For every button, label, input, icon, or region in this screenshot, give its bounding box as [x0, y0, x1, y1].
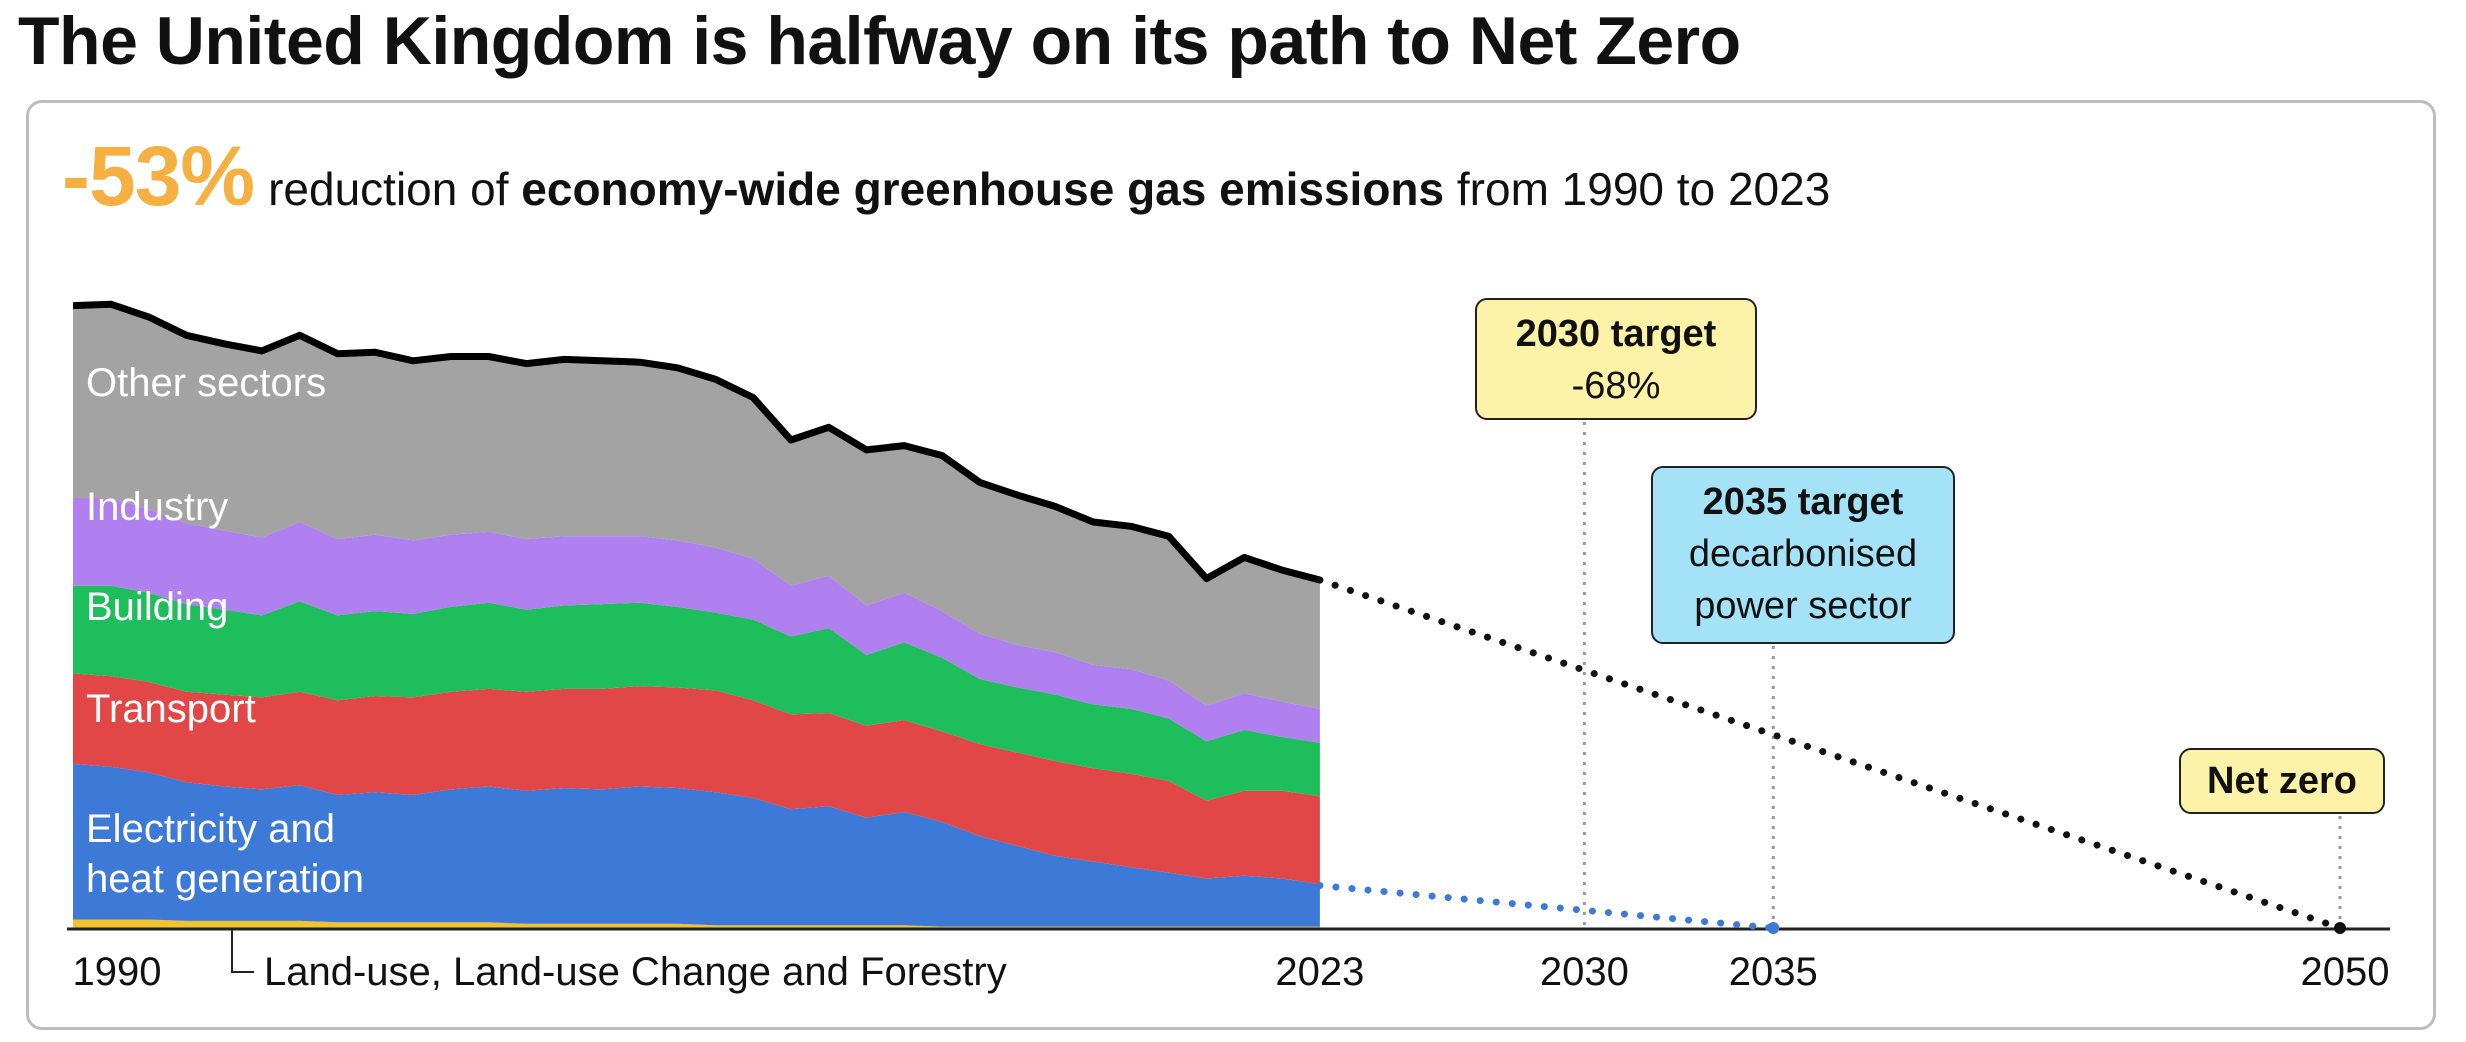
area-building: [73, 585, 1320, 801]
label-electricity-line2: heat generation: [86, 857, 364, 901]
headline-text-after: from 1990 to 2023: [1456, 163, 1831, 215]
total-emissions-line: [72, 300, 1321, 584]
area-electricity: [73, 763, 1320, 927]
headline-text-before: reduction of: [268, 163, 509, 215]
label-electricity-line1: Electricity and: [86, 807, 335, 851]
label-transport: Transport: [86, 687, 256, 731]
net-zero-path: [1316, 576, 2344, 932]
x-tick-2030: 2030: [1540, 950, 1629, 994]
lulucf-leader-line: [231, 928, 254, 973]
x-tick-2035: 2035: [1729, 950, 1818, 994]
area-layer: [73, 304, 1320, 928]
area-transport: [73, 673, 1320, 885]
area-other: [73, 304, 1320, 709]
label-layer: Other sectors Industry Building Transpor…: [86, 361, 1007, 994]
headline: -53% reduction of economy-wide greenhouse…: [62, 128, 1830, 225]
net-zero-marker: [2334, 922, 2346, 934]
line-layer: [67, 300, 2390, 934]
page-title: The United Kingdom is halfway on its pat…: [18, 3, 1741, 79]
headline-text: reduction of economy-wide greenhouse gas…: [268, 163, 1830, 215]
label-electricity: Electricity and heat generation: [86, 807, 364, 901]
x-tick-1990: 1990: [73, 950, 162, 994]
x-axis-ticks: 1990 2023 2030 2035 2050: [73, 950, 2390, 994]
area-industry: [73, 498, 1320, 743]
label-lulucf: Land-use, Land-use Change and Forestry: [264, 950, 1007, 994]
label-building: Building: [86, 585, 228, 629]
area-lulucf: [73, 919, 1320, 928]
x-tick-2050: 2050: [2301, 950, 2390, 994]
callout-2030-title: 2030 target: [1515, 313, 1717, 355]
callout-2035-target: 2035 target decarbonised power sector: [1651, 466, 1955, 644]
power-zero-marker: [1767, 922, 1780, 934]
headline-value: -53%: [62, 129, 255, 223]
label-industry: Industry: [86, 485, 228, 529]
callout-2035-title: 2035 target: [1702, 481, 1904, 523]
x-tick-2023: 2023: [1275, 950, 1364, 994]
callout-2030-target: 2030 target -68%: [1475, 298, 1757, 420]
label-other-sectors: Other sectors: [86, 361, 326, 405]
power-decarbonisation-path: [1316, 882, 1777, 932]
callout-2035-line1: decarbonised: [1688, 533, 1918, 575]
callout-2035-line2: power sector: [1694, 585, 1912, 627]
callout-2030-value: -68%: [1571, 365, 1661, 407]
callout-net-zero-title: Net zero: [2207, 760, 2357, 802]
callout-net-zero: Net zero: [2179, 748, 2385, 814]
chart-panel: [26, 100, 2436, 1030]
headline-text-bold: economy-wide greenhouse gas emissions: [521, 163, 1445, 215]
